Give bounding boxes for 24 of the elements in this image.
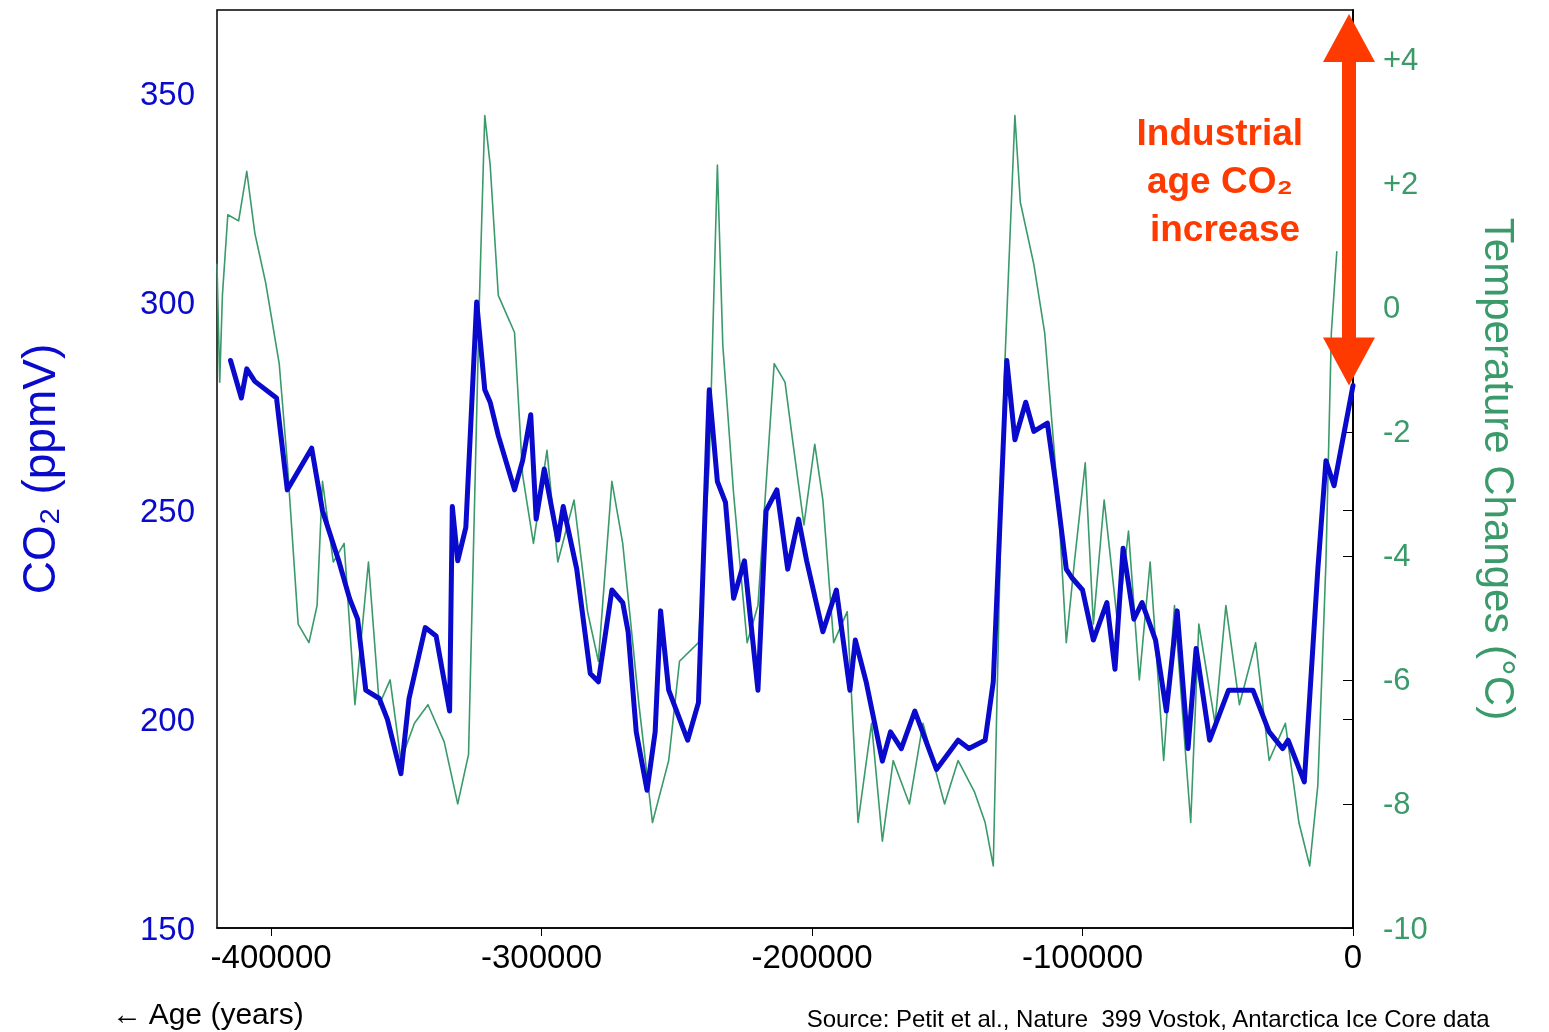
line-series: [216, 114, 1338, 867]
x-tick-label: -100000: [1021, 938, 1144, 975]
y-tick-label: 250: [139, 492, 195, 530]
y-tick-label: 350: [139, 74, 195, 112]
y-axis-title: CO₂ (ppmV): [13, 343, 65, 595]
y2-tick-label: -2: [1383, 414, 1411, 450]
x-tick-label: -300000: [481, 938, 603, 975]
x-tick-label: 0: [1343, 938, 1363, 975]
y-tick-label: 150: [139, 909, 195, 947]
y2-tick-label: +4: [1383, 42, 1419, 78]
y2-axis-title: Temperature Changes (°C): [1475, 217, 1523, 721]
source-note: Source: Petit et al., Nature 399 Vostok, Antarctica Ice Core data: [806, 1004, 1491, 1032]
x-axis-title: ← Age (years): [112, 996, 304, 1030]
x-tick-label: -200000: [751, 938, 873, 975]
y2-tick-label: -8: [1383, 786, 1411, 822]
y2-tick-label: +2: [1383, 166, 1419, 202]
x-tick-label: -400000: [210, 938, 332, 975]
y-tick-label: 300: [139, 283, 195, 321]
y-tick-label: 200: [139, 700, 195, 738]
y2-tick-label: -6: [1383, 662, 1411, 698]
y2-tick-label: -4: [1383, 538, 1411, 574]
y2-tick-label: 0: [1383, 290, 1401, 326]
annotation: Industrial age CO₂ increase: [1136, 111, 1314, 249]
y2-tick-label: -10: [1383, 910, 1428, 946]
